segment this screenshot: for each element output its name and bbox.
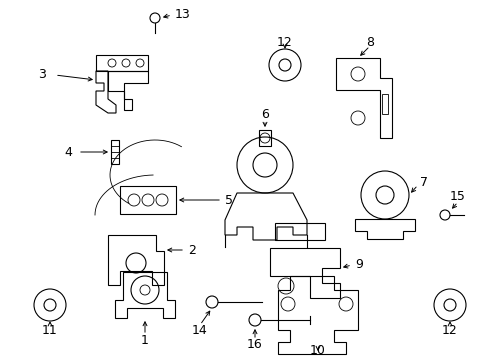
Text: 12: 12 (441, 324, 457, 337)
Bar (96, 55, 148, 71)
Text: 15: 15 (449, 190, 465, 203)
Text: 2: 2 (187, 243, 196, 256)
Text: 9: 9 (354, 258, 362, 271)
Text: 10: 10 (309, 343, 325, 356)
Text: 14: 14 (192, 324, 207, 337)
Text: 12: 12 (277, 36, 292, 49)
Text: 16: 16 (246, 338, 263, 351)
Text: 5: 5 (224, 194, 232, 207)
Bar (111, 140, 119, 164)
Bar (120, 186, 176, 214)
Bar (259, 130, 270, 146)
Text: 7: 7 (419, 176, 427, 189)
Text: 6: 6 (261, 108, 268, 122)
Text: 13: 13 (175, 9, 190, 22)
Bar (381, 94, 387, 114)
Text: 11: 11 (42, 324, 58, 337)
Text: 3: 3 (38, 68, 46, 81)
Text: 8: 8 (365, 36, 373, 49)
Text: 1: 1 (141, 333, 149, 346)
Text: 4: 4 (64, 145, 72, 158)
